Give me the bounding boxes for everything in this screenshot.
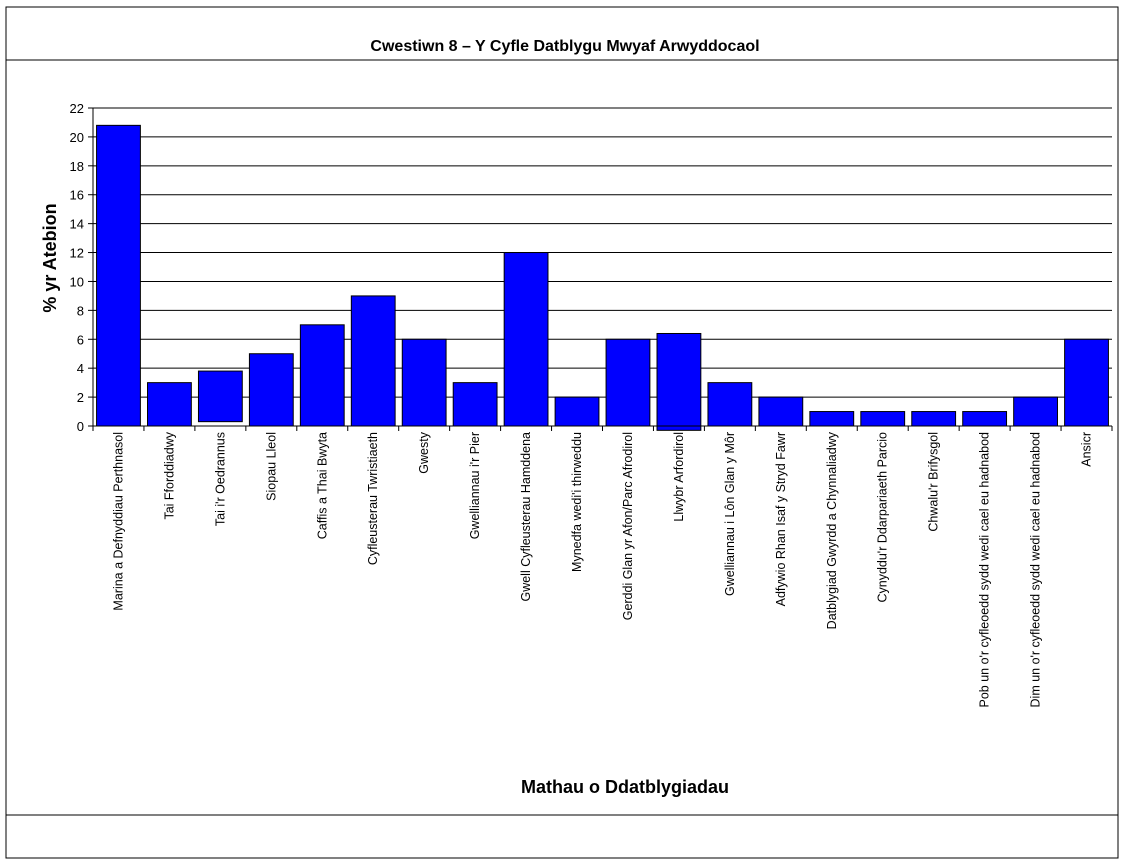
x-category-label: Pob un o'r cyfleoedd sydd wedi cael eu h… bbox=[978, 432, 992, 708]
bar bbox=[809, 411, 855, 427]
x-category-labels: Marina a Defnyddiau Perthnasol Tai Ffordd… bbox=[111, 431, 1093, 707]
y-tick-label: 18 bbox=[70, 159, 84, 174]
y-tick-label: 0 bbox=[77, 419, 84, 434]
x-category-label: Gwelliannau i'r Pier bbox=[468, 432, 482, 539]
y-tick-label: 10 bbox=[70, 274, 84, 289]
x-category-label: Adfywio Rhan Isaf y Stryd Fawr bbox=[774, 432, 788, 606]
x-category-label: Dim un o'r cyfleoedd sydd wedi cael eu h… bbox=[1029, 432, 1043, 708]
bar bbox=[503, 252, 549, 427]
bar bbox=[96, 124, 141, 427]
y-tick-label: 22 bbox=[70, 101, 84, 116]
x-category-label: Mynedfa wedi'i thirweddu bbox=[570, 432, 584, 572]
bar bbox=[656, 332, 702, 431]
bar bbox=[248, 353, 294, 427]
bar bbox=[554, 396, 600, 427]
chart-title: Cwestiwn 8 – Y Cyfle Datblygu Mwyaf Arwy… bbox=[370, 38, 759, 55]
bar bbox=[1064, 338, 1109, 427]
bar bbox=[147, 382, 192, 427]
x-category-label: Chwalu'r Brifysgol bbox=[927, 432, 941, 532]
bar bbox=[1013, 396, 1058, 427]
bar bbox=[401, 338, 447, 427]
x-category-label: Datblygiad Gwyrdd a Chynnaliadwy bbox=[825, 431, 839, 629]
gridlines bbox=[93, 107, 1112, 427]
x-category-label: Caffis a Thai Bwyta bbox=[315, 432, 329, 539]
x-category-label: Marina a Defnyddiau Perthnasol bbox=[111, 432, 125, 611]
y-tick-label: 6 bbox=[77, 332, 84, 347]
bar bbox=[197, 370, 243, 423]
y-tick-label: 12 bbox=[70, 246, 84, 261]
bar bbox=[350, 295, 396, 427]
x-category-label: Gwesty bbox=[417, 431, 431, 473]
bar bbox=[911, 411, 957, 427]
bar bbox=[860, 411, 906, 427]
x-category-label: Cynyddu'r Ddarpariaeth Parcio bbox=[876, 432, 890, 603]
axes bbox=[88, 107, 1113, 431]
y-tick-label: 8 bbox=[77, 303, 84, 318]
x-category-label: Gwell Cyfleusterau Hamddena bbox=[519, 432, 533, 602]
x-category-label: Gwelliannau i Lôn Glan y Môr bbox=[723, 432, 737, 596]
bar bbox=[605, 338, 651, 427]
x-category-label: Tai Fforddiadwy bbox=[162, 431, 176, 519]
y-axis-title: % yr Atebion bbox=[40, 203, 60, 312]
bar bbox=[707, 382, 753, 427]
x-category-label: Gerddi Glan yr Afon/Parc Afrodirol bbox=[621, 432, 635, 620]
y-tick-label: 2 bbox=[77, 390, 84, 405]
y-tick-label: 16 bbox=[70, 188, 84, 203]
bar bbox=[758, 396, 804, 427]
y-tick-label: 14 bbox=[70, 217, 84, 232]
bars bbox=[96, 124, 1109, 431]
x-category-label: Ansicr bbox=[1080, 432, 1094, 467]
bar bbox=[962, 411, 1008, 427]
y-tick-label: 20 bbox=[70, 130, 84, 145]
x-category-label: Llwybr Arfordirol bbox=[672, 432, 686, 522]
y-tick-labels: 0 2 4 6 8 10 12 14 16 18 20 22 bbox=[70, 101, 84, 434]
y-tick-label: 4 bbox=[77, 361, 84, 376]
x-axis-title: Mathau o Ddatblygiadau bbox=[521, 777, 729, 797]
chart-frame bbox=[5, 6, 1119, 859]
bar bbox=[299, 324, 345, 427]
x-category-label: Cyfleusterau Twristiaeth bbox=[366, 432, 380, 565]
x-category-label: Tai i'r Oedrannus bbox=[213, 432, 227, 526]
bar bbox=[452, 382, 498, 427]
x-category-label: Siopau Lleol bbox=[264, 432, 278, 501]
